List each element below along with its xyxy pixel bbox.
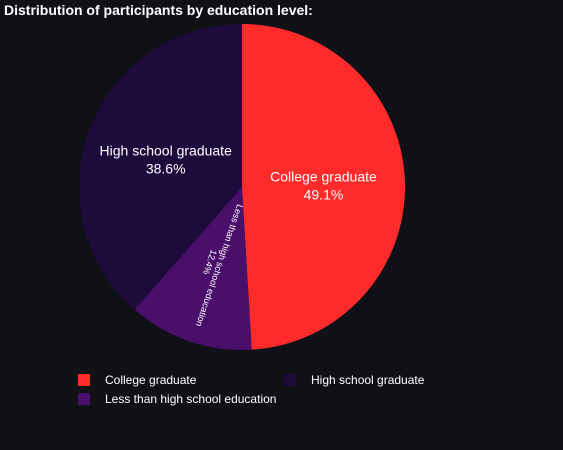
pie-slice-college-graduate[interactable] bbox=[242, 24, 405, 350]
legend: College graduate High school graduate Le… bbox=[78, 373, 428, 413]
legend-label-less-than-high-school: Less than high school education bbox=[105, 392, 277, 406]
legend-label-college-graduate: College graduate bbox=[105, 373, 197, 387]
pie-slice-high-school-graduate[interactable] bbox=[78, 24, 242, 310]
pie-label-high-school-graduate: High school graduate 38.6% bbox=[100, 142, 233, 176]
legend-label-high-school-graduate: High school graduate bbox=[311, 373, 425, 387]
legend-item-college-graduate[interactable]: College graduate bbox=[78, 373, 196, 387]
legend-item-less-than-high-school[interactable]: Less than high school education bbox=[78, 392, 276, 406]
pie-slice-less-than-high-school-education[interactable] bbox=[134, 187, 252, 350]
pie-label-college-graduate: College graduate 49.1% bbox=[270, 169, 377, 203]
chart-title: Distribution of participants by educatio… bbox=[4, 2, 313, 18]
legend-swatch-high-school-graduate bbox=[284, 374, 296, 386]
legend-swatch-college-graduate bbox=[78, 374, 90, 386]
legend-item-high-school-graduate[interactable]: High school graduate bbox=[284, 373, 424, 387]
legend-swatch-less-than-high-school bbox=[78, 393, 90, 405]
